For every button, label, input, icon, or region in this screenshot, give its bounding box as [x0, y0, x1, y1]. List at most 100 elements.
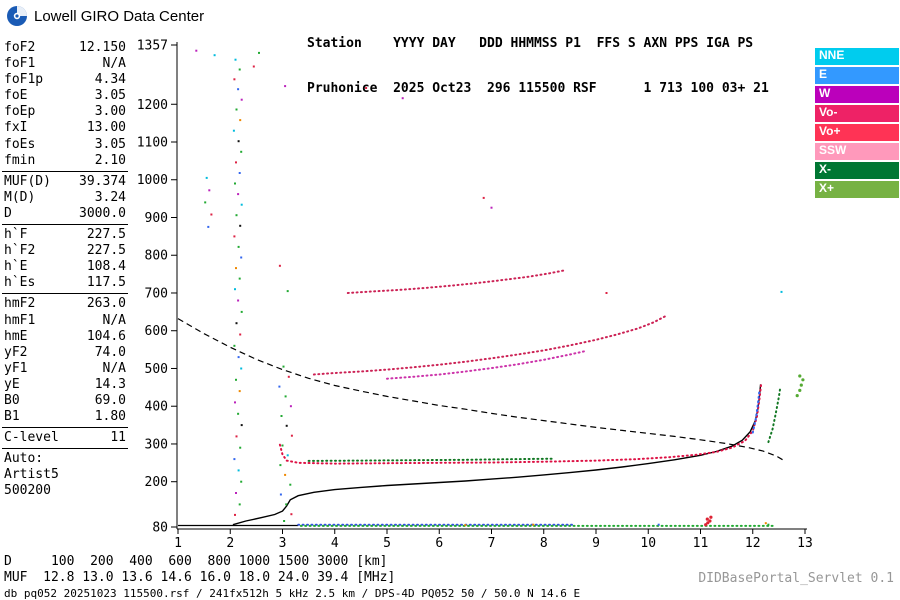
x-trace-right-cluster — [795, 374, 805, 398]
param-label: yE — [4, 376, 20, 392]
param-row: Artist5 — [4, 467, 126, 483]
brand: Lowell GIRO Data Center — [6, 5, 204, 27]
param-row: M(D) 3.24 — [4, 190, 126, 206]
param-value: N/A — [102, 360, 126, 376]
param-value: 104.6 — [86, 328, 126, 344]
param-value: N/A — [102, 56, 126, 72]
param-row: B1 1.80 — [4, 409, 126, 425]
legend-item-vo-: Vo- — [815, 105, 899, 122]
param-value: 117.5 — [86, 275, 126, 291]
param-value: 69.0 — [94, 392, 126, 408]
muf-distance-table: D 100 200 400 600 800 1000 1500 3000 [km… — [4, 554, 395, 586]
param-row: B0 69.0 — [4, 393, 126, 409]
legend-item-x-: X- — [815, 162, 899, 179]
noise-points — [195, 49, 783, 527]
x-tick-label: 10 — [640, 536, 656, 551]
x-tick-label: 9 — [592, 536, 600, 551]
station-header: Station YYYY DAY DDD HHMMSS P1 FFS S AXN… — [307, 6, 769, 126]
lowell-giro-logo-icon — [7, 6, 27, 26]
y-tick-label: 1100 — [137, 136, 168, 151]
station-header-line1: Station YYYY DAY DDD HHMMSS P1 FFS S AXN… — [307, 36, 754, 51]
param-label: 500200 — [4, 483, 51, 499]
param-row: fxI 13.00 — [4, 120, 126, 136]
param-group: hmF2 263.0 hmF1 N/A hmE 104.6 yF2 74.0 yF1 N/A yE 1… — [2, 293, 128, 427]
second-hop-b — [386, 350, 587, 380]
param-label: C-level — [4, 430, 59, 446]
param-row: D 3000.0 — [4, 206, 126, 222]
param-row: foEs 3.05 — [4, 137, 126, 153]
param-value: 4.34 — [94, 72, 126, 88]
servlet-version-label: DIDBasePortal_Servlet 0.1 — [698, 571, 894, 586]
param-group: MUF(D) 39.374 M(D) 3.24 D 3000.0 — [2, 170, 128, 224]
param-row: hmE 104.6 — [4, 329, 126, 345]
param-label: Auto: — [4, 451, 44, 467]
param-label: hmF1 — [4, 312, 36, 328]
param-label: Artist5 — [4, 467, 59, 483]
y-tick-label: 400 — [145, 400, 168, 415]
y-tick-label: 600 — [145, 324, 168, 339]
param-row: Auto: — [4, 451, 126, 467]
x-tick-label: 3 — [279, 536, 287, 551]
x-tick-label: 12 — [745, 536, 761, 551]
param-value: 227.5 — [86, 243, 126, 259]
param-label: yF1 — [4, 360, 28, 376]
param-value: 3.00 — [94, 104, 126, 120]
param-value: 3.24 — [94, 189, 126, 205]
third-hop — [346, 269, 566, 294]
x-tick-label: 2 — [226, 536, 234, 551]
y-tick-label: 1357 — [137, 39, 168, 54]
brand-title: Lowell GIRO Data Center — [34, 7, 205, 25]
param-row: MUF(D) 39.374 — [4, 174, 126, 190]
param-value: 3.05 — [94, 136, 126, 152]
param-label: foF1p — [4, 72, 44, 88]
legend-item-vo+: Vo+ — [815, 124, 899, 141]
param-value: 13.00 — [86, 120, 126, 136]
y-tick-label: 500 — [145, 362, 168, 377]
param-value: 11 — [110, 430, 126, 446]
x-tick-label: 1 — [174, 536, 182, 551]
x-tick-label: 11 — [693, 536, 709, 551]
param-value: 263.0 — [86, 296, 126, 312]
param-label: D — [4, 205, 12, 221]
f-trace-extraordinary-steep — [767, 385, 782, 444]
y-tick-label: 800 — [145, 249, 168, 264]
y-tick-label: 200 — [145, 475, 168, 490]
param-row: yF1 N/A — [4, 361, 126, 377]
param-value: N/A — [102, 312, 126, 328]
param-row: yF2 74.0 — [4, 345, 126, 361]
legend-item-nne: NNE — [815, 48, 899, 65]
x-tick-label: 8 — [540, 536, 548, 551]
param-label: yF2 — [4, 344, 28, 360]
f-trace-extraordinary-flat — [307, 457, 556, 462]
param-value: 1.80 — [94, 409, 126, 425]
legend-item-e: E — [815, 67, 899, 84]
param-value: 39.374 — [79, 173, 126, 189]
param-label: foEp — [4, 104, 36, 120]
param-label: h`Es — [4, 275, 36, 291]
y-tick-label: 300 — [145, 437, 168, 452]
legend-item-x+: X+ — [815, 181, 899, 198]
legend-item-w: W — [815, 86, 899, 103]
param-row: h`F2 227.5 — [4, 243, 126, 259]
param-group: foF2 12.150 foF1 N/A foF1p 4.34 foE 3.05 foEp 3.0… — [2, 38, 128, 171]
param-row: foF1 N/A — [4, 56, 126, 72]
plot-series — [177, 269, 805, 527]
y-tick-label: 700 — [145, 286, 168, 301]
param-label: h`F2 — [4, 243, 36, 259]
param-label: h`E — [4, 259, 28, 275]
true-height-profile — [232, 384, 762, 526]
param-row: yE 14.3 — [4, 377, 126, 393]
x-tick-label: 4 — [331, 536, 339, 551]
param-row: foF1p 4.34 — [4, 72, 126, 88]
param-row: h`E 108.4 — [4, 259, 126, 275]
record-info-footer: db pq052 20251023 115500.rsf / 241fx512h… — [4, 587, 581, 600]
x-tick-label: 6 — [435, 536, 443, 551]
antenna-direction-legend: NNE E W Vo- Vo+ SSW X- X+ — [815, 48, 899, 200]
param-row: hmF1 N/A — [4, 313, 126, 329]
param-row: foE 3.05 — [4, 88, 126, 104]
x-tick-label: 7 — [488, 536, 496, 551]
param-label: hmF2 — [4, 296, 36, 312]
param-value: 3000.0 — [79, 205, 126, 221]
